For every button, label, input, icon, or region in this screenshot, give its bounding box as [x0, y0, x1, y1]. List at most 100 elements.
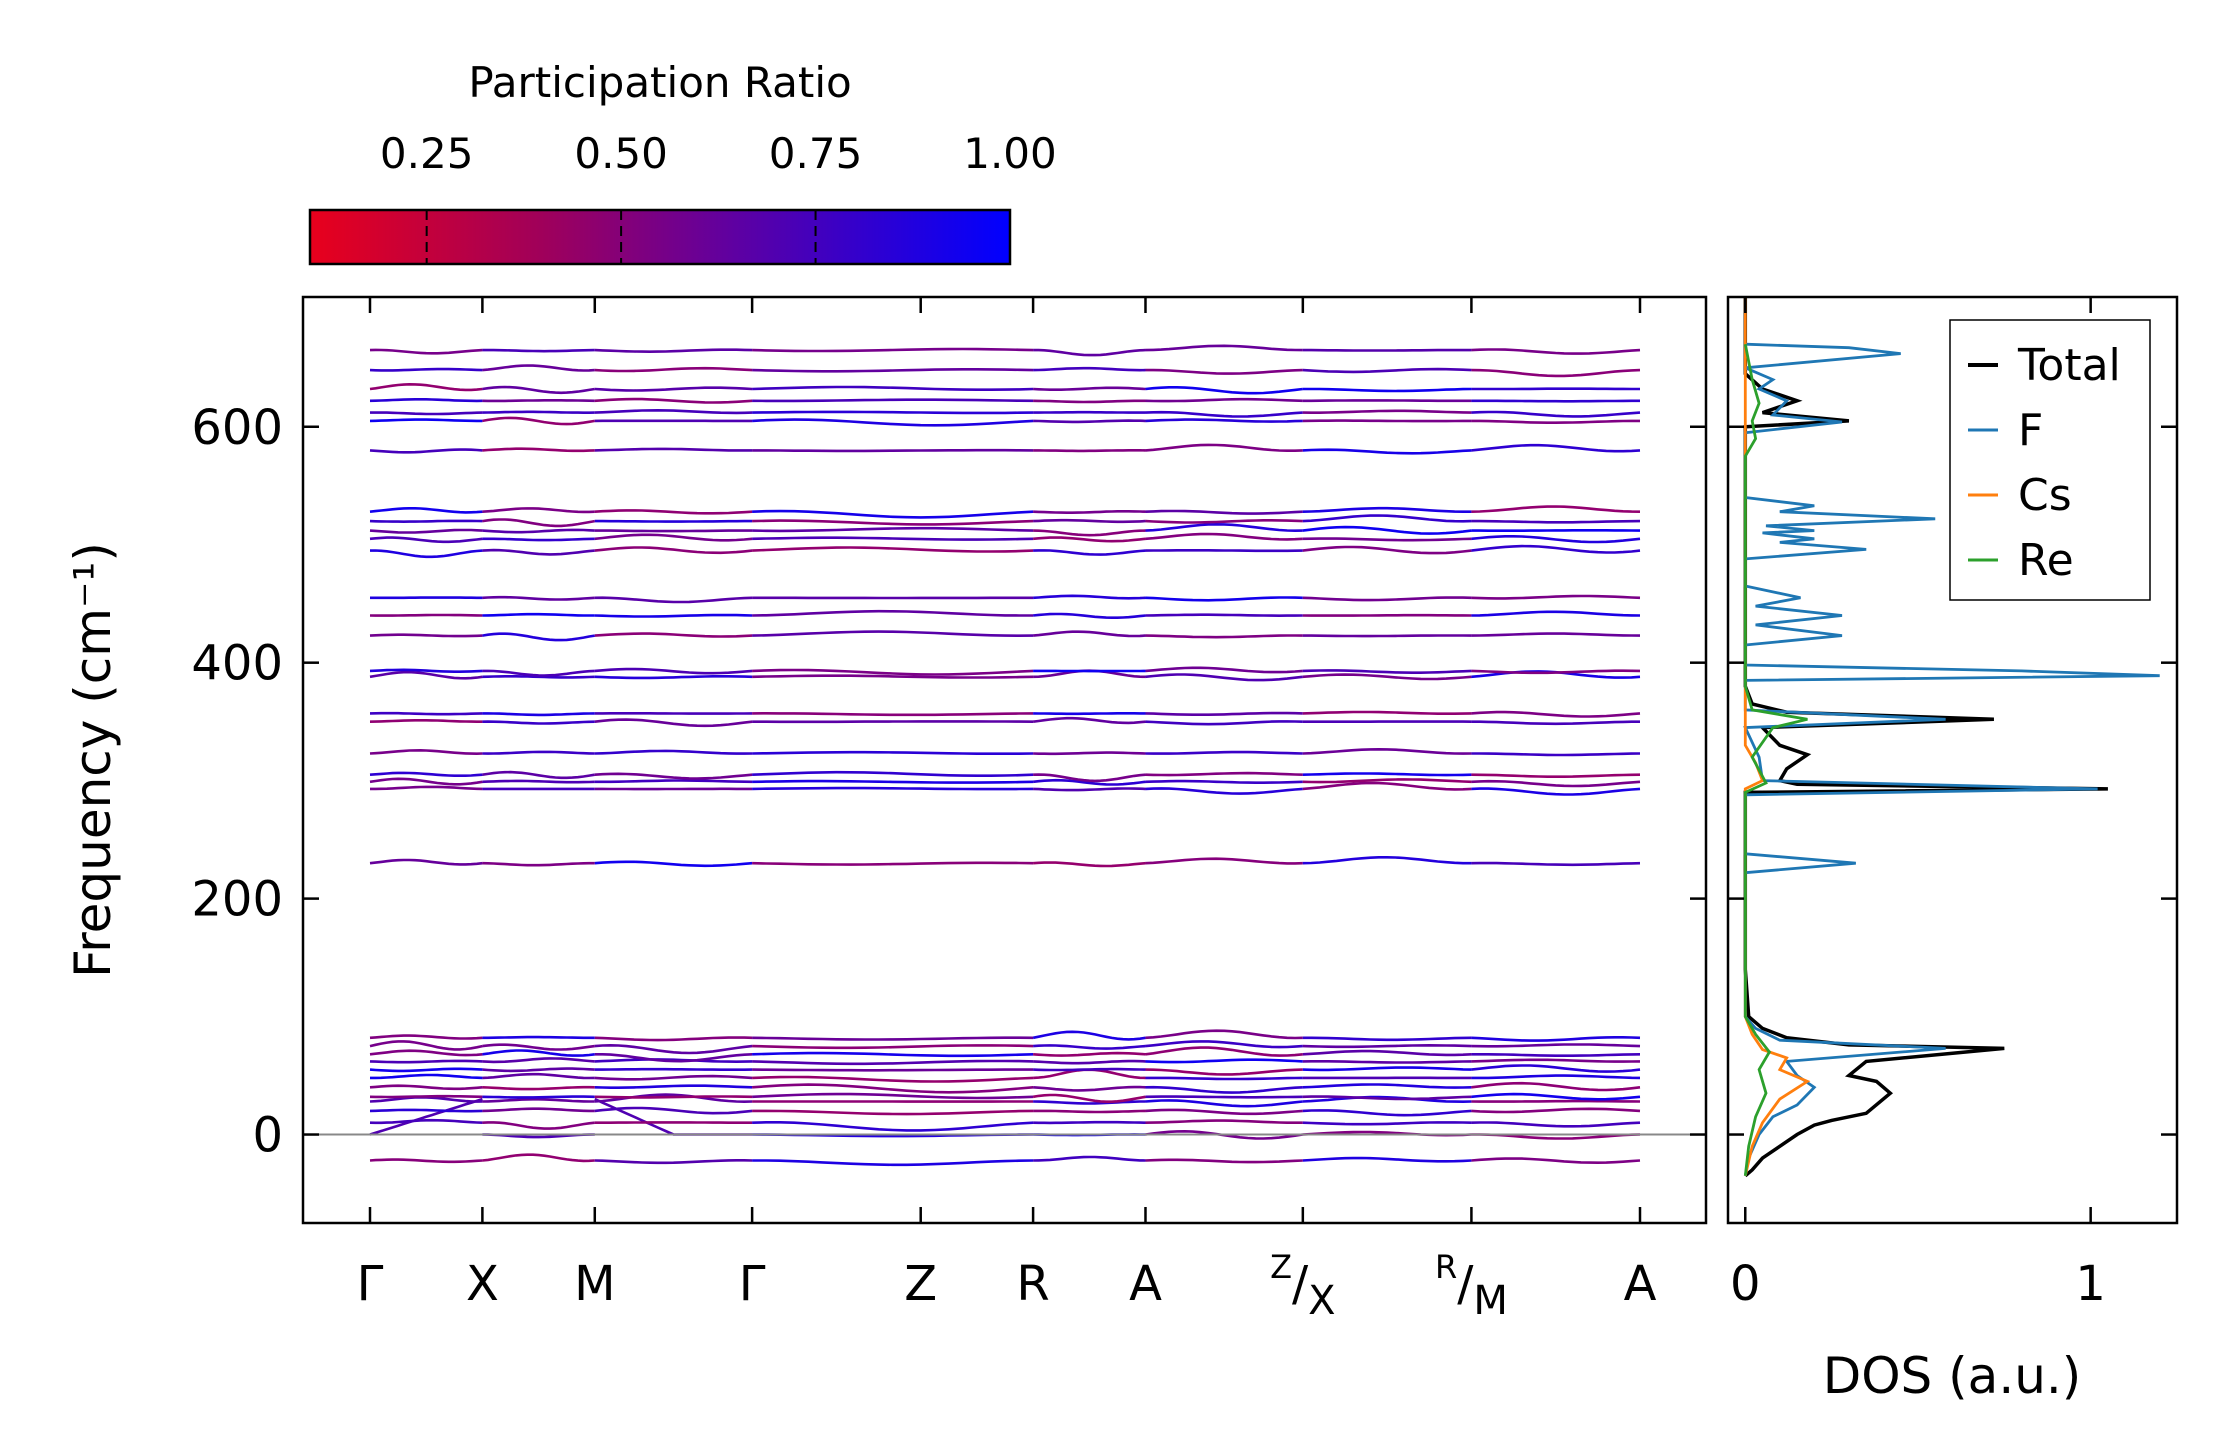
- phonon-branch: [482, 528, 595, 534]
- phonon-branch: [1145, 613, 1303, 618]
- dos-series-re: [1743, 343, 1808, 1176]
- phonon-branch: [1145, 386, 1303, 395]
- phonon-branch: [1302, 1049, 1472, 1057]
- phonon-branch: [1302, 772, 1472, 777]
- phonon-branch: [369, 719, 483, 723]
- phonon-branch: [1032, 536, 1146, 543]
- phonon-branch: [1302, 506, 1472, 513]
- phonon-branch: [752, 711, 1034, 717]
- phonon-branch: [1145, 509, 1303, 515]
- phonon-branch: [1145, 1119, 1303, 1124]
- phonon-branch: [482, 1153, 595, 1163]
- phonon-branch: [1471, 779, 1641, 788]
- phonon-branch: [1145, 397, 1303, 403]
- phonon-branch: [594, 779, 753, 784]
- dos-x-tick-label: 1: [2075, 1256, 2106, 1312]
- phonon-branch: [594, 386, 753, 392]
- phonon-branch: [369, 1049, 483, 1057]
- phonon-branch: [594, 397, 753, 404]
- y-tick-label: 0: [252, 1108, 283, 1164]
- phonon-branch: [369, 528, 483, 534]
- phonon-branch: [482, 1085, 595, 1091]
- phonon-branch: [1145, 771, 1303, 777]
- phonon-branch: [1033, 1109, 1146, 1114]
- phonon-branch: [594, 408, 753, 415]
- phonon-branch: [1471, 1157, 1641, 1165]
- phonon-branch: [1145, 549, 1303, 553]
- phonon-branch: [594, 772, 753, 780]
- phonon-branch: [369, 711, 483, 716]
- phonon-branch: [594, 1097, 753, 1136]
- phonon-branch: [752, 410, 1034, 415]
- phonon-branch: [594, 860, 753, 868]
- phonon-branch: [1145, 1076, 1303, 1081]
- phonon-branch: [1471, 752, 1641, 757]
- phonon-branch: [1033, 386, 1146, 391]
- phonon-branch: [1302, 1036, 1472, 1042]
- phonon-branch: [1302, 1109, 1472, 1117]
- legend-label: Total: [2017, 340, 2121, 391]
- phonon-branch: [1471, 1036, 1641, 1042]
- phonon-branch: [1145, 344, 1303, 352]
- phonon-branch: [1033, 399, 1146, 404]
- phonon-branch: [1471, 773, 1641, 778]
- phonon-branch: [369, 507, 483, 514]
- phonon-branch: [752, 668, 1034, 676]
- k-point-label: X: [466, 1256, 499, 1312]
- phonon-branch: [482, 364, 595, 372]
- phonon-branch: [594, 749, 753, 755]
- phonon-branch: [369, 633, 483, 638]
- phonon-branch: [1145, 522, 1303, 533]
- phonon-branch: [1471, 1064, 1641, 1073]
- phonon-branch: [594, 519, 753, 523]
- phonon-branch: [1145, 787, 1303, 795]
- k-point-label: R/M: [1435, 1248, 1508, 1324]
- phonon-branch: [1471, 1099, 1641, 1103]
- phonon-branch: [482, 507, 595, 514]
- phonon-branch: [369, 777, 483, 786]
- phonon-branch: [594, 509, 753, 515]
- phonon-branch: [1032, 612, 1146, 619]
- y-tick-label: 200: [191, 872, 283, 928]
- phonon-branch: [1032, 1093, 1146, 1103]
- phonon-branch: [1033, 549, 1146, 556]
- phonon-branch: [1471, 410, 1641, 418]
- phonon-branch: [1302, 1095, 1472, 1101]
- phonon-branch: [1145, 857, 1303, 865]
- phonon-branch: [594, 1067, 753, 1071]
- k-point-label: A: [1624, 1256, 1657, 1312]
- dos-axes: [1726, 295, 2179, 1225]
- phonon-branch: [1145, 779, 1303, 784]
- phonon-branch: [594, 675, 753, 680]
- phonon-branch: [1033, 366, 1146, 372]
- phonon-branch: [752, 770, 1034, 777]
- phonon-branch: [1145, 711, 1303, 716]
- phonon-branch: [482, 675, 595, 679]
- phonon-branch: [1145, 666, 1303, 674]
- phonon-branch: [482, 348, 595, 353]
- phonon-branch: [482, 1035, 595, 1040]
- phonon-branch: [369, 519, 483, 524]
- phonon-branch: [482, 750, 595, 755]
- phonon-branch: [1471, 1053, 1641, 1057]
- phonon-branch: [1145, 532, 1303, 541]
- phonon-branch: [752, 674, 1034, 679]
- phonon-branch: [594, 1043, 753, 1055]
- phonon-branch: [1471, 1043, 1641, 1048]
- k-point-label: A: [1129, 1256, 1162, 1312]
- y-tick-label: 600: [191, 400, 283, 456]
- phonon-branch: [1145, 1068, 1303, 1076]
- phonon-branch: [752, 1121, 1034, 1132]
- phonon-branch: [752, 1109, 1034, 1116]
- phonon-branch: [1302, 673, 1472, 681]
- phonon-branch: [482, 1098, 595, 1103]
- phonon-branch: [369, 1034, 483, 1040]
- phonon-branch: [1302, 545, 1472, 555]
- phonon-branch: [482, 632, 596, 642]
- phonon-branch: [1471, 1107, 1641, 1114]
- phonon-branch: [1302, 367, 1472, 374]
- phonon-branch: [1033, 1044, 1146, 1050]
- phonon-branch: [369, 748, 483, 756]
- colorbar-title: Participation Ratio: [468, 58, 851, 107]
- phonon-branch: [1145, 1108, 1303, 1116]
